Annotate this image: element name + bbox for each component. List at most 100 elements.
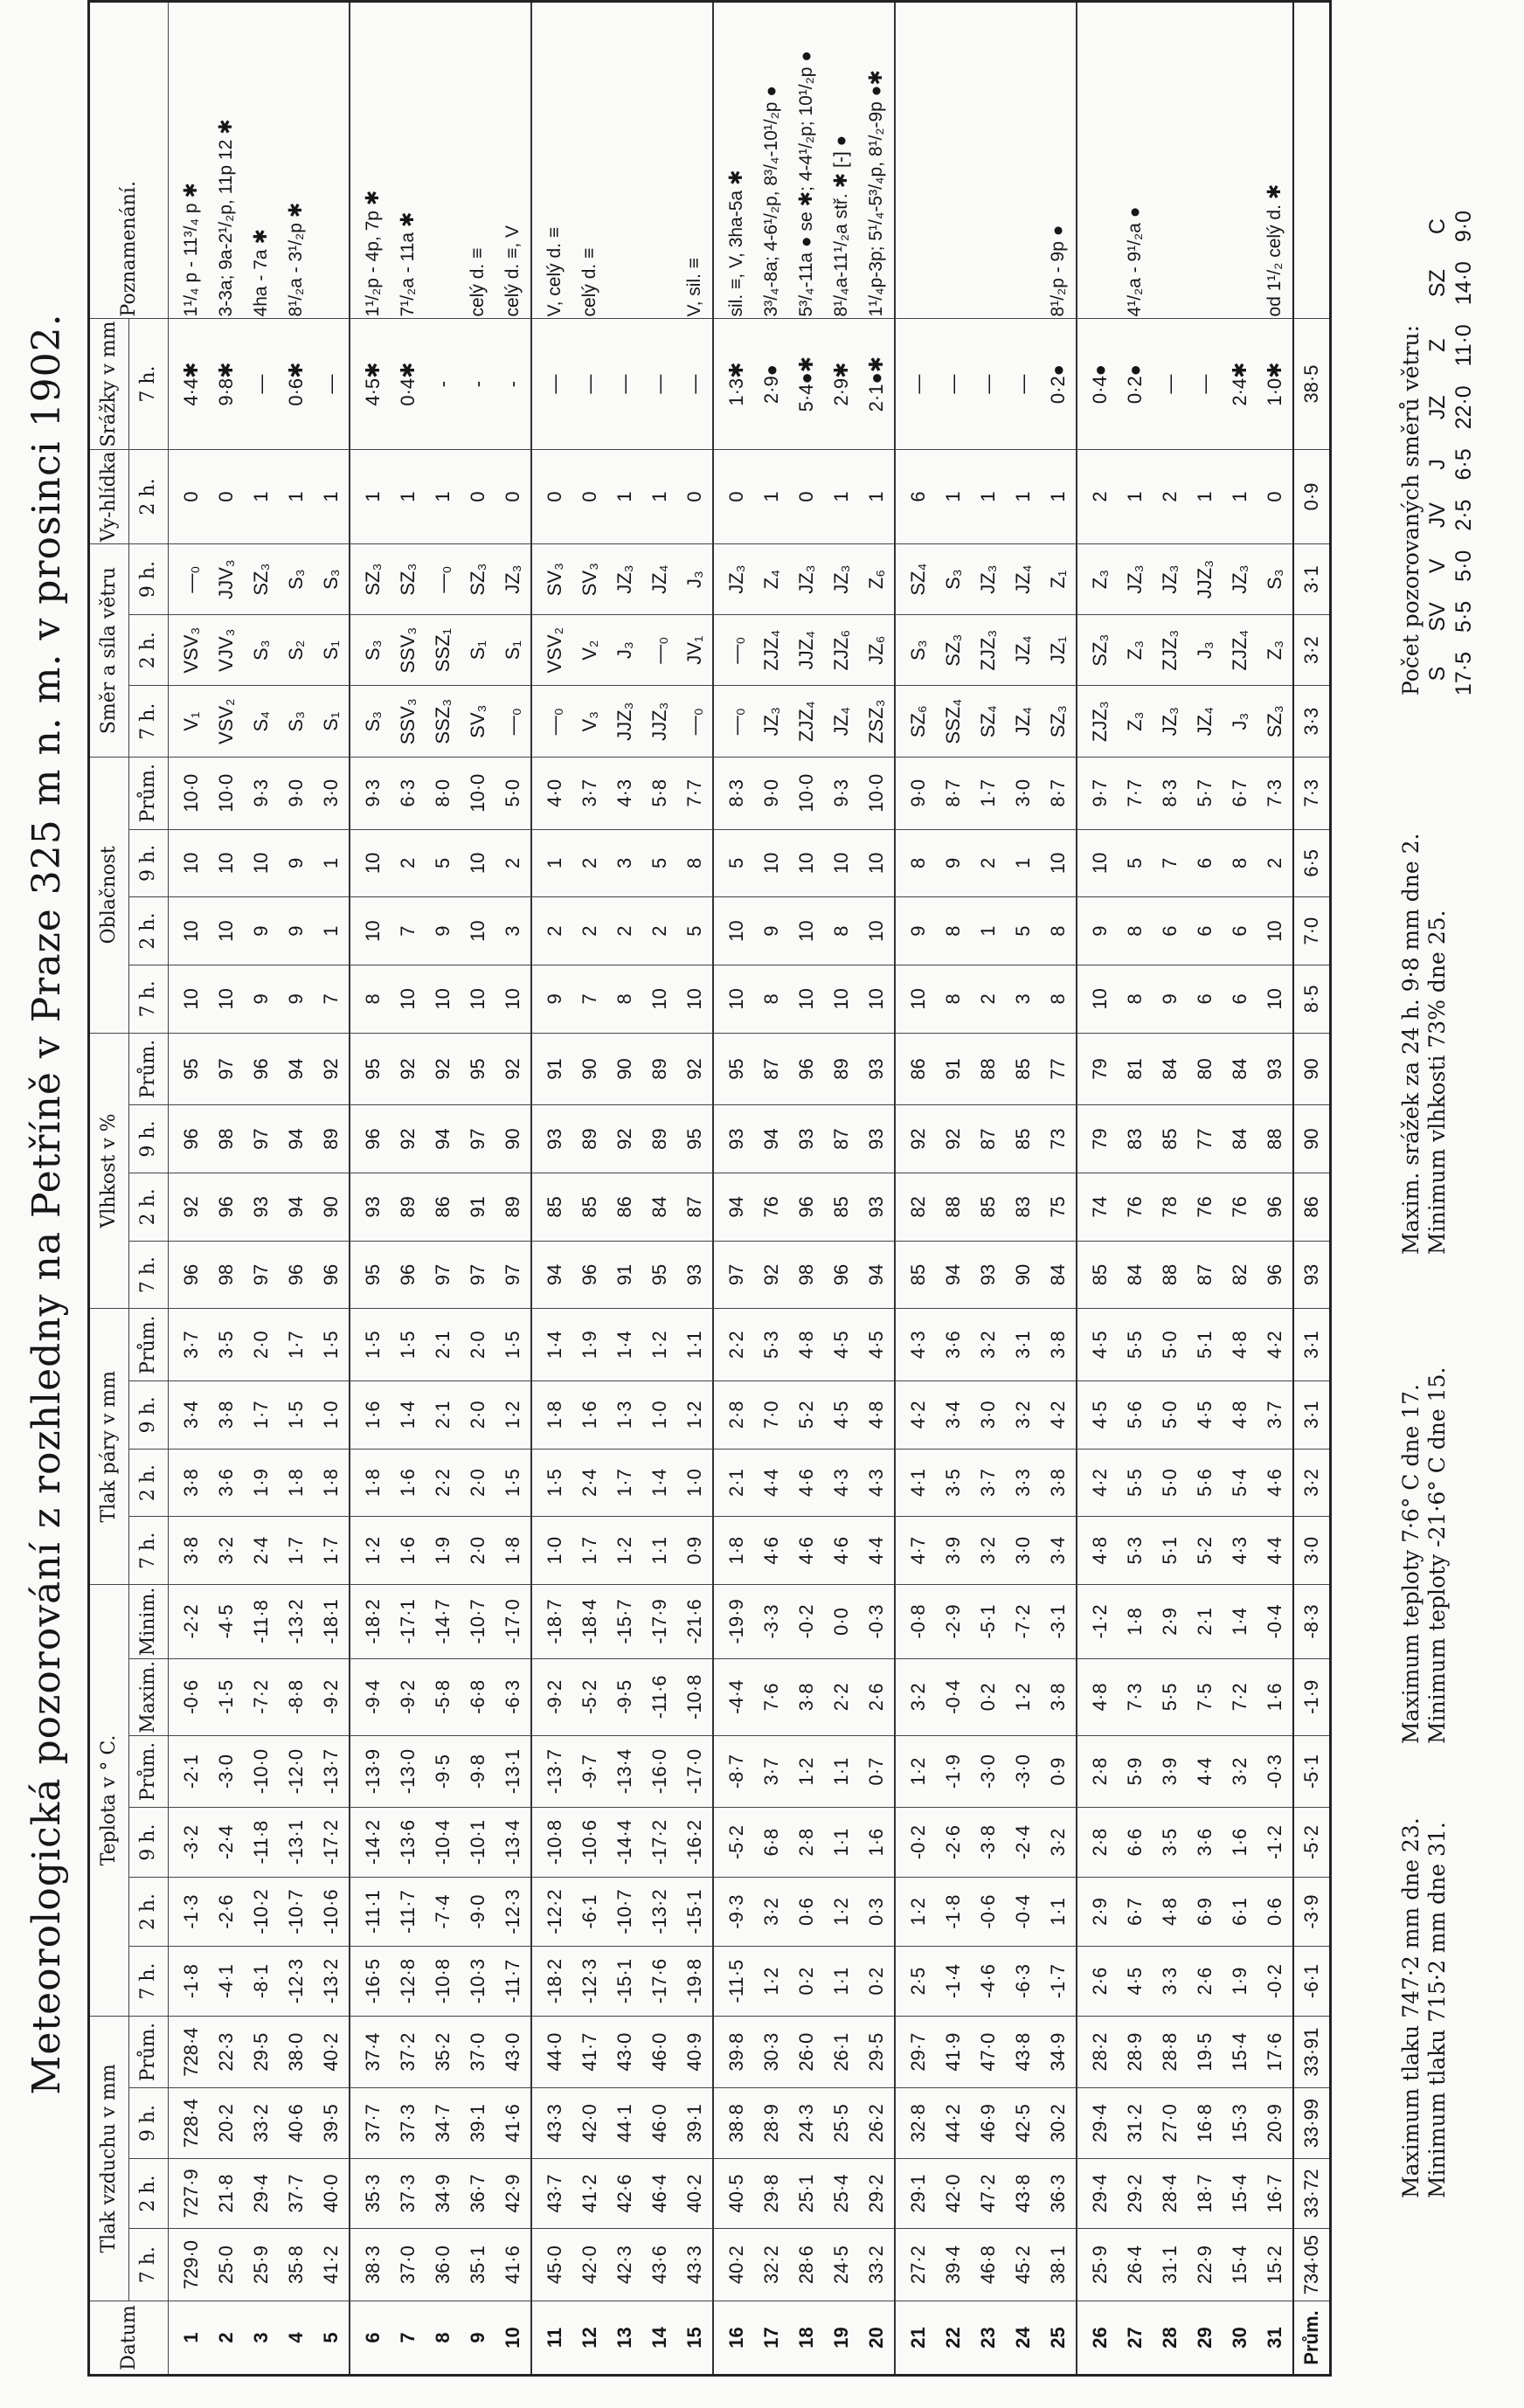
value-cell: -0·6 (971, 1877, 1006, 1947)
value-cell: 76 (1223, 1173, 1257, 1242)
value-cell: 94 (279, 1104, 314, 1173)
value-cell: 1 (314, 829, 350, 897)
value-cell: 37·7 (350, 2087, 391, 2159)
value-cell: 96 (391, 1241, 426, 1309)
value-cell: 41·7 (572, 2016, 607, 2088)
value-cell: 3·1 (1293, 543, 1331, 615)
value-cell: 40·0 (314, 2158, 350, 2229)
value-cell: 6 (1188, 896, 1223, 965)
precipitation-cell: — (936, 318, 971, 450)
value-cell: 24·5 (824, 2228, 859, 2301)
value-cell: 3·1 (1006, 1308, 1041, 1381)
header-sub: 2 h. (128, 1877, 169, 1947)
value-cell: 29·7 (895, 2016, 936, 2088)
pressure-min: Minimum tlaku 715·2 mm dne 31. (1424, 1822, 1450, 2198)
precipitation-cell: — (1006, 318, 1041, 450)
value-cell: -16·0 (642, 1735, 677, 1808)
value-cell: 7 (1153, 829, 1188, 897)
value-cell: Z₁ (1041, 543, 1077, 615)
value-cell: 34·9 (1041, 2016, 1077, 2088)
value-cell: 87 (677, 1173, 713, 1242)
value-cell: 90 (572, 1033, 607, 1105)
wind-count-value: 2·5 (1451, 499, 1476, 531)
value-cell: 3·7 (971, 1449, 1006, 1517)
value-cell: 44·2 (936, 2087, 971, 2159)
value-cell: 18·7 (1188, 2158, 1223, 2229)
value-cell: -18·7 (531, 1584, 572, 1659)
value-cell: -9·3 (713, 1877, 754, 1947)
header-sub: 9 h. (128, 1104, 169, 1173)
value-cell: 93 (677, 1241, 713, 1309)
value-cell: 93 (859, 1104, 895, 1173)
wind-direction: S (1425, 666, 1450, 682)
value-cell: 94 (279, 1173, 314, 1242)
header-group: Tlak páry v mm (88, 1308, 129, 1585)
value-cell: S₃ (350, 614, 391, 686)
value-cell: 42·9 (495, 2158, 531, 2229)
value-cell: 0·7 (859, 1735, 895, 1808)
value-cell: 10 (824, 829, 859, 897)
value-cell: 86 (426, 1173, 461, 1242)
value-cell: 4·2 (1257, 1308, 1293, 1381)
value-cell: 96 (789, 1033, 824, 1105)
value-cell: 9 (1077, 896, 1118, 965)
precipitation-cell: 2·4✱ (1223, 318, 1257, 450)
value-cell: 94 (936, 1241, 971, 1309)
value-cell: 10 (859, 829, 895, 897)
value-cell: JJZ₃ (607, 685, 642, 758)
day-cell: 24 (1006, 2301, 1041, 2376)
value-cell: 43·0 (495, 2016, 531, 2088)
value-cell: SZ₃ (936, 614, 971, 686)
value-cell: 0 (495, 449, 531, 544)
value-cell: -11·5 (713, 1946, 754, 2017)
value-cell: 10 (209, 896, 244, 965)
value-cell: JZ₃ (607, 543, 642, 615)
value-cell: 76 (1188, 1173, 1223, 1242)
value-cell: 4·2 (895, 1380, 936, 1450)
precipitation-cell: 4·4✱ (168, 318, 209, 450)
value-cell: 8 (824, 896, 859, 965)
value-cell: -10·1 (461, 1807, 495, 1878)
precipitation-cell: 0·2● (1041, 318, 1077, 450)
value-cell: 0·6 (789, 1877, 824, 1947)
value-cell: 10 (642, 965, 677, 1034)
value-cell: -6·1 (572, 1877, 607, 1947)
value-cell: -12·8 (391, 1946, 426, 2017)
value-cell: 10 (713, 965, 754, 1034)
value-cell: 96 (244, 1033, 279, 1105)
value-cell: 83 (1006, 1173, 1041, 1242)
wind-direction: SZ (1425, 269, 1450, 298)
day-cell: 8 (426, 2301, 461, 2376)
value-cell: 34·9 (426, 2158, 461, 2229)
value-cell: 2·0 (461, 1516, 495, 1585)
value-cell: 19·5 (1188, 2016, 1223, 2088)
value-cell: 10 (824, 965, 859, 1034)
value-cell: 3·2 (971, 1516, 1006, 1585)
value-cell: 3·8 (1041, 1449, 1077, 1517)
value-cell: 1·5 (495, 1308, 531, 1381)
value-cell: 6 (1188, 829, 1223, 897)
remark-cell: 4ha - 7a ✱ (244, 1, 279, 319)
value-cell: 8 (895, 829, 936, 897)
value-cell: 8·7 (1041, 757, 1077, 830)
value-cell: 27·0 (1153, 2087, 1188, 2159)
precipitation-cell: 1·0✱ (1257, 318, 1293, 450)
value-cell: 10 (1257, 965, 1293, 1034)
value-cell: 84 (1118, 1241, 1153, 1309)
precipitation-cell: — (572, 318, 607, 450)
value-cell: -1·5 (209, 1658, 244, 1736)
value-cell: 9 (426, 896, 461, 965)
value-cell: 16·8 (1188, 2087, 1223, 2159)
value-cell: 33·2 (859, 2228, 895, 2301)
table-row: 1 729·0 727·9 728·4 728·4 -1·8 -1·3 -3·2 -2·1 -0·… (168, 1, 209, 2376)
table-row: 25 38·1 36·3 30·2 34·9 -1·7 1·1 3·2 0·9 3·8 -3·1 3·… (1041, 1, 1077, 2376)
value-cell: 43·8 (1006, 2016, 1041, 2088)
value-cell: 1·8 (713, 1516, 754, 1585)
value-cell: 2·2 (426, 1449, 461, 1517)
value-cell: ZJZ₃ (1153, 614, 1188, 686)
precipitation-cell: — (607, 318, 642, 450)
value-cell: 10 (168, 965, 209, 1034)
value-cell: 4·7 (895, 1516, 936, 1585)
value-cell: 78 (1153, 1173, 1188, 1242)
value-cell: V₁ (168, 685, 209, 758)
